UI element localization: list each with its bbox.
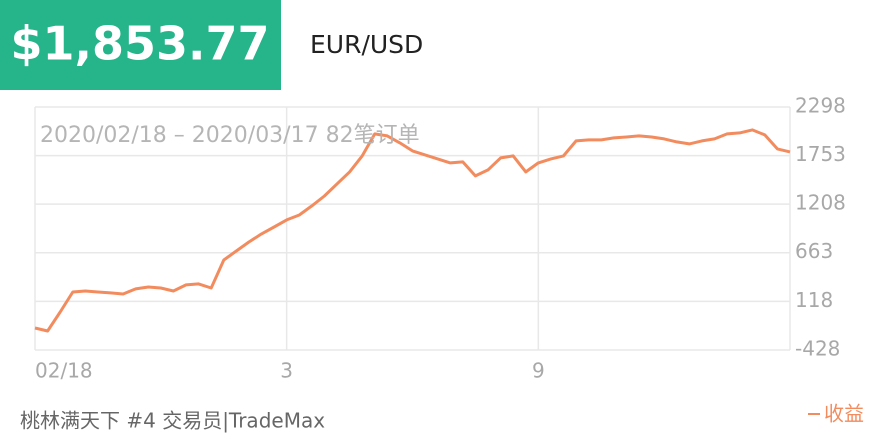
y-tick-label: 663 — [795, 239, 833, 263]
footer: 桃林满天下 #4 交易员|TradeMax — [20, 409, 325, 433]
x-tick-label: 02/18 — [35, 359, 93, 383]
series-line — [34, 128, 791, 333]
legend-label: 收益 — [824, 402, 864, 426]
x-tick-label: 3 — [280, 359, 293, 383]
y-tick-label: 1753 — [795, 142, 846, 166]
chart-title: $1,853.77 — [11, 17, 270, 71]
y-tick-label: 2298 — [795, 94, 846, 118]
y-tick-label: 1208 — [795, 191, 846, 215]
y-tick-label: 118 — [795, 288, 833, 312]
price-badge — [0, 0, 281, 90]
plot: -428 118 663 1208 1753 2298 02/18 3 9 — [34, 94, 846, 383]
chart-subtitle: EUR/USD — [310, 30, 423, 59]
annotation: 2020/02/18 – 2020/03/17 82笔订单 — [40, 123, 420, 148]
x-tick-label: 9 — [532, 359, 545, 383]
y-tick-label: -428 — [795, 337, 840, 361]
